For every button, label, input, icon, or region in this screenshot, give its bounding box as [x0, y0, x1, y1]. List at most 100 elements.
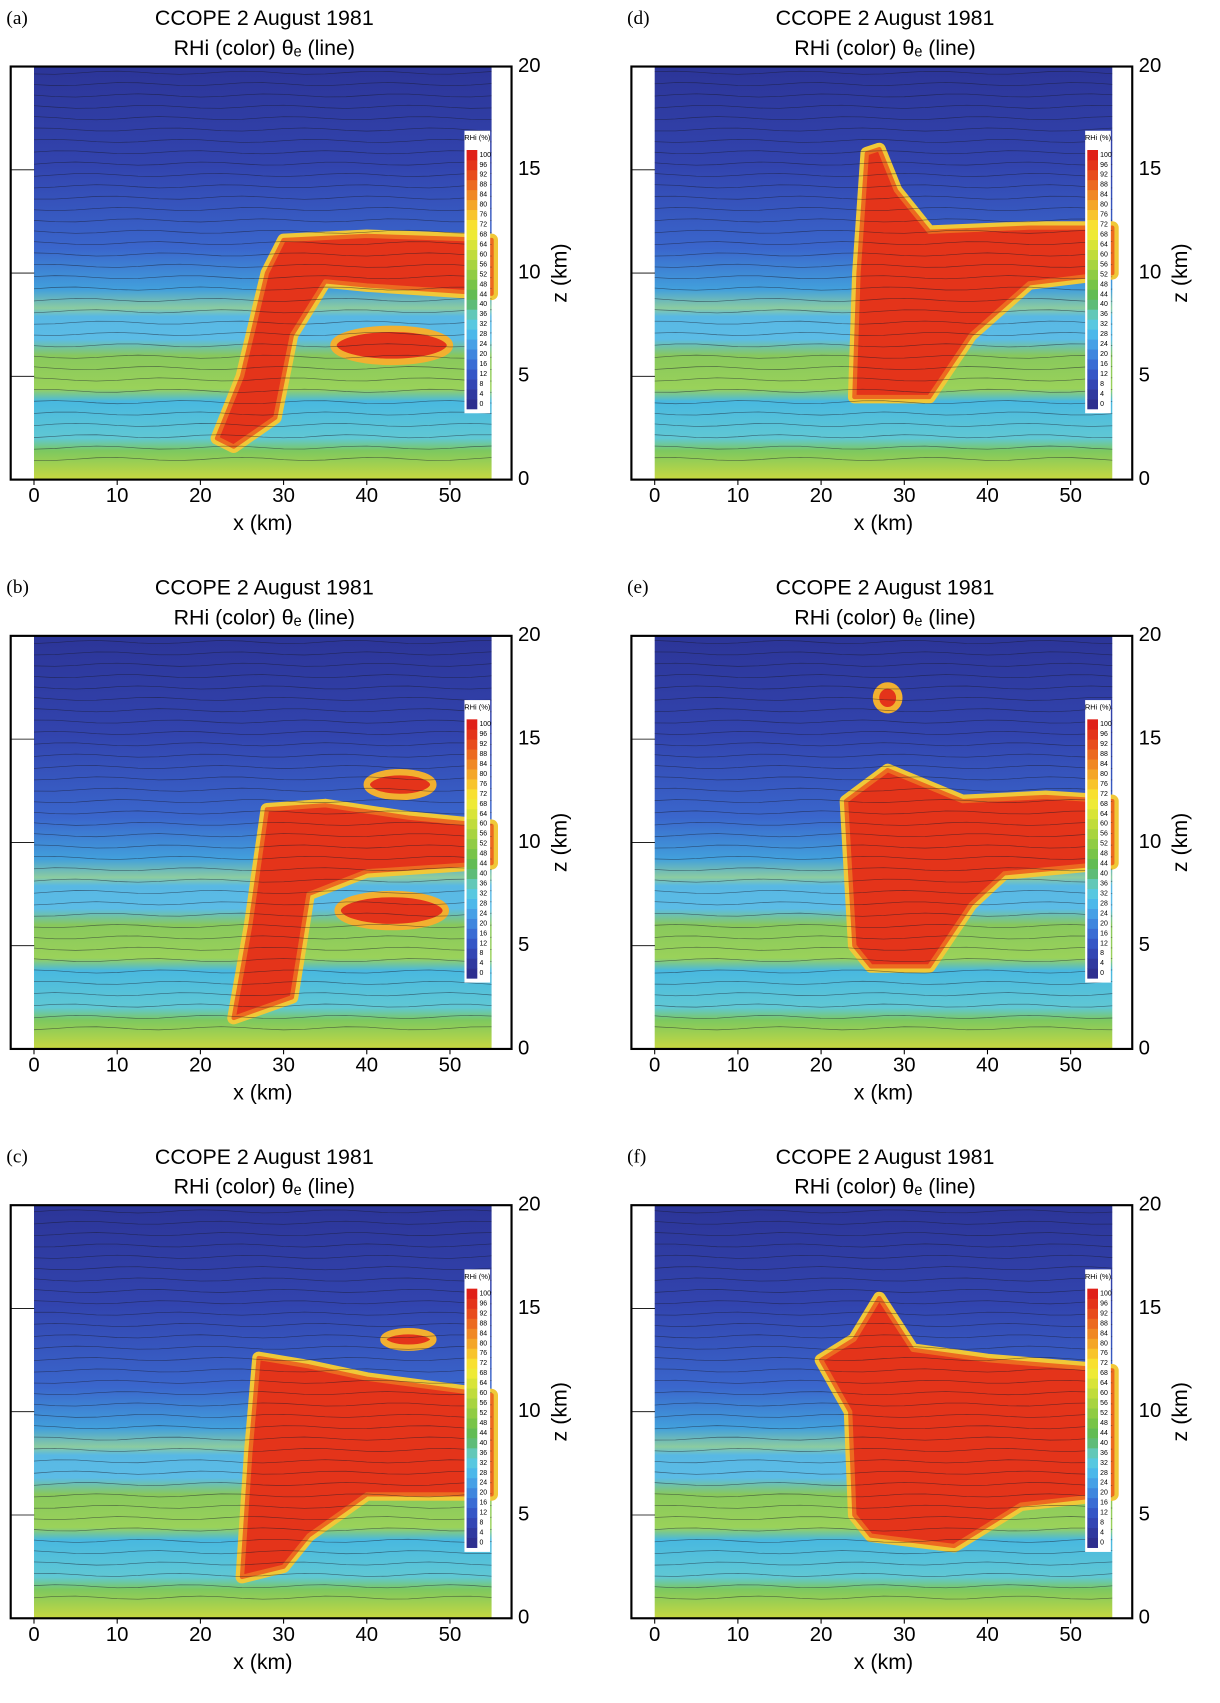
colorbar-tick-label: 76 — [1100, 1350, 1108, 1357]
colorbar-swatch — [1087, 269, 1098, 280]
colorbar-swatch — [466, 789, 478, 800]
colorbar-tick-label: 32 — [1100, 1460, 1108, 1467]
contour-line — [33, 1448, 492, 1452]
contour-line — [654, 992, 1113, 997]
chart-subtitle: RHi (color) θₑ (line) — [794, 36, 975, 60]
colorbar-swatch — [466, 150, 478, 161]
colorbar-tick-label: 48 — [1100, 281, 1108, 288]
colorbar-swatch — [1087, 1477, 1098, 1489]
colorbar-swatch — [1087, 868, 1098, 880]
contour-line — [33, 1436, 492, 1441]
contour-line — [654, 1527, 1113, 1532]
colorbar-tick-label: 44 — [479, 291, 487, 298]
colorbar-tick-label: 0 — [479, 1539, 483, 1546]
x-tick-label: 40 — [976, 1054, 999, 1076]
contour-line — [33, 662, 492, 667]
colorbar-swatch — [466, 169, 478, 181]
colorbar-swatch — [1087, 309, 1098, 320]
x-tick-label: 0 — [649, 485, 660, 507]
colorbar-tick-label: 76 — [1100, 212, 1108, 219]
colorbar-tick-label: 76 — [479, 781, 487, 788]
chart-subtitle: RHi (color) θₑ (line) — [174, 36, 355, 60]
contour-line — [654, 912, 1113, 917]
y-axis-label: z (km) — [547, 813, 571, 872]
contour-line — [654, 685, 1113, 690]
colorbar-swatch — [1087, 359, 1098, 370]
colorbar-swatch — [1087, 1308, 1098, 1319]
contour-line — [654, 127, 1113, 132]
storm-core — [214, 233, 494, 449]
contour-line — [33, 1311, 492, 1316]
colorbar-swatch — [466, 1458, 478, 1469]
y-tick-label: 10 — [518, 261, 541, 283]
contour-line — [33, 1504, 492, 1509]
colorbar-swatch — [466, 719, 478, 730]
colorbar-swatch — [1087, 818, 1098, 830]
colorbar-tick-label: 72 — [479, 791, 487, 798]
colorbar-swatch — [1087, 1438, 1098, 1449]
contour-line — [654, 1391, 1113, 1396]
colorbar-swatch — [466, 199, 478, 211]
contour-line — [33, 799, 492, 804]
contour-line — [654, 855, 1113, 860]
colorbar-tick-label: 8 — [479, 1520, 483, 1527]
contour-line — [33, 1288, 492, 1293]
colorbar-tick-label: 80 — [479, 771, 487, 778]
colorbar-tick-label: 16 — [479, 1500, 487, 1507]
contour-line — [33, 1584, 492, 1589]
colorbar-tick-label: 84 — [479, 1330, 487, 1337]
y-tick-label: 0 — [1139, 468, 1150, 490]
contour-line — [654, 1015, 1113, 1019]
colorbar-swatch — [466, 918, 478, 929]
contour-line — [654, 1323, 1113, 1327]
contour-line — [33, 218, 492, 223]
colorbar-tick-label: 24 — [479, 1480, 487, 1487]
colorbar-tick-label: 60 — [1100, 821, 1108, 828]
colorbar-swatch — [1087, 858, 1098, 870]
contour-line — [33, 1254, 492, 1259]
y-tick-label: 10 — [518, 1400, 541, 1422]
colorbar-swatch — [1087, 1338, 1098, 1349]
colorbar-swatch — [466, 888, 478, 899]
colorbar-swatch — [466, 1318, 478, 1329]
contour-line — [33, 127, 492, 132]
colorbar-tick-label: 20 — [479, 1490, 487, 1497]
contour-line — [33, 1243, 492, 1248]
colorbar-tick-label: 40 — [1100, 301, 1108, 308]
contour-line — [654, 958, 1113, 963]
contour-line — [33, 810, 492, 815]
colorbar-swatch — [1087, 779, 1098, 790]
panel: (f) CCOPE 2 August 1981 RHi (color) θₑ (li… — [627, 1145, 1192, 1674]
contour-line — [33, 70, 492, 75]
contour-line — [654, 640, 1113, 644]
y-tick-label: 10 — [1139, 1400, 1162, 1422]
colorbar-tick-label: 24 — [479, 910, 487, 917]
x-tick-label: 20 — [189, 1054, 212, 1076]
colorbar-tick-label: 64 — [1100, 811, 1108, 818]
colorbar-swatch — [1087, 789, 1098, 800]
colorbar-tick-label: 88 — [479, 1320, 487, 1327]
colorbar-swatch — [1087, 1348, 1098, 1359]
colorbar-swatch — [466, 1497, 478, 1509]
contour-line — [654, 400, 1113, 405]
colorbar-tick-label: 40 — [479, 301, 487, 308]
colorbar-tick-label: 100 — [479, 1290, 491, 1297]
contour-line — [654, 1209, 1113, 1214]
colorbar-swatch — [1087, 399, 1098, 410]
y-tick-label: 0 — [518, 1037, 529, 1059]
contour-line — [33, 753, 492, 758]
contour-line — [33, 1459, 492, 1464]
contour-line — [33, 1391, 492, 1396]
contour-line — [654, 980, 1113, 985]
colorbar-tick-label: 56 — [1100, 261, 1108, 268]
colorbar-tick-label: 0 — [1100, 1539, 1104, 1546]
contour-line — [654, 1425, 1113, 1430]
colorbar-swatch — [1087, 1448, 1098, 1459]
colorbar-tick-label: 28 — [479, 1470, 487, 1477]
contour-line — [33, 833, 492, 838]
colorbar-tick-label: 88 — [1100, 751, 1108, 758]
colorbar-swatch — [466, 189, 478, 201]
colorbar-swatch — [466, 269, 478, 280]
x-tick-label: 0 — [28, 485, 39, 507]
colorbar-tick-label: 32 — [1100, 321, 1108, 328]
